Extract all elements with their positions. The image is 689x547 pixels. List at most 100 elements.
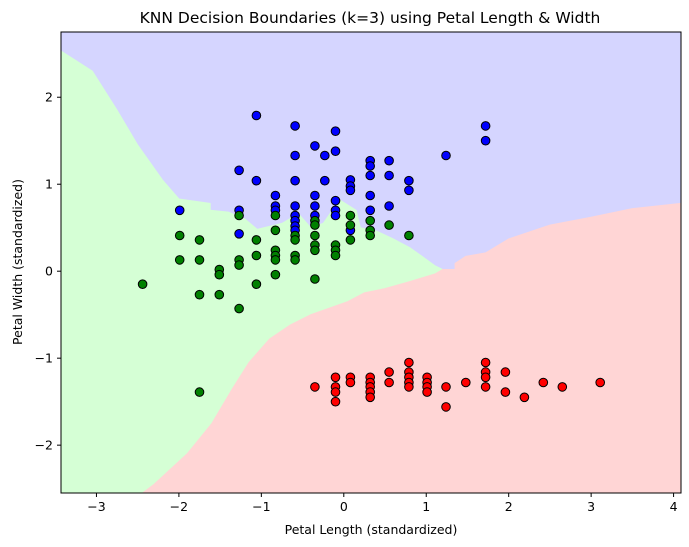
data-point [330, 372, 341, 383]
data-point [422, 387, 432, 397]
data-point [290, 201, 300, 211]
data-point [500, 387, 511, 397]
data-point [384, 170, 394, 181]
data-point [365, 161, 376, 171]
data-point [251, 235, 262, 245]
chart-title: KNN Decision Boundaries (k=3) using Peta… [140, 9, 601, 27]
data-point [270, 255, 281, 265]
data-point [480, 135, 491, 146]
data-point [441, 402, 451, 412]
data-point [290, 150, 300, 161]
data-point [365, 190, 376, 201]
data-point [251, 175, 262, 186]
data-point [330, 146, 341, 156]
data-point [290, 255, 300, 265]
x-tick-label: 3 [587, 499, 595, 514]
y-tick-label: −1 [35, 351, 53, 366]
data-point [519, 392, 530, 403]
data-point [330, 210, 341, 221]
data-point [404, 185, 414, 196]
data-point [404, 382, 414, 392]
data-point [320, 175, 330, 186]
data-point [345, 235, 356, 245]
y-tick-label: 0 [45, 264, 53, 279]
data-point [557, 382, 568, 392]
data-point [345, 377, 356, 388]
data-point [174, 255, 185, 265]
region-red [141, 202, 681, 493]
data-point [234, 165, 244, 176]
data-point [320, 150, 330, 161]
data-point [310, 201, 320, 211]
data-point [384, 377, 394, 388]
data-point [345, 185, 356, 196]
data-point [174, 230, 185, 241]
data-point [404, 175, 414, 186]
data-point [480, 121, 491, 131]
data-point [310, 274, 320, 284]
x-tick-label: 4 [670, 499, 678, 514]
data-point [194, 387, 205, 397]
data-point [330, 250, 341, 261]
data-point [480, 372, 491, 383]
data-point [310, 190, 320, 201]
data-point [290, 175, 300, 186]
data-point [480, 357, 491, 368]
x-tick-label: −1 [252, 499, 270, 514]
data-point [270, 190, 281, 201]
data-point [480, 382, 491, 392]
data-point [365, 230, 376, 241]
data-points [137, 110, 606, 412]
data-point [384, 220, 394, 230]
data-point [404, 230, 414, 241]
data-point [500, 367, 511, 377]
data-point [365, 215, 376, 226]
data-point [194, 235, 205, 245]
data-point [234, 210, 244, 221]
data-point [234, 260, 244, 270]
data-point [214, 289, 225, 300]
plot-frame [60, 31, 682, 494]
y-axis-ticks: −2 −1 0 1 2 [35, 90, 61, 453]
data-point [384, 367, 394, 377]
data-point [234, 303, 244, 314]
x-axis-label: Petal Length (standardized) [285, 522, 458, 537]
x-tick-label: 1 [422, 499, 430, 514]
data-point [310, 245, 320, 256]
data-point [384, 201, 394, 211]
data-point [251, 110, 262, 121]
x-tick-label: −2 [170, 499, 188, 514]
data-point [330, 396, 341, 407]
decision-regions [61, 32, 681, 493]
data-point [251, 279, 262, 290]
data-point [214, 269, 225, 280]
x-axis-ticks: −3 −2 −1 0 1 2 3 4 [87, 493, 678, 514]
data-point [384, 155, 394, 166]
data-point [310, 141, 320, 151]
data-point [365, 170, 376, 181]
data-point [330, 387, 341, 397]
data-point [441, 150, 451, 161]
data-point [174, 205, 185, 216]
data-point [310, 382, 320, 392]
data-point [270, 210, 281, 221]
data-point [461, 377, 471, 388]
x-tick-label: 2 [505, 499, 513, 514]
data-point [345, 210, 356, 221]
y-axis-label: Petal Width (standardized) [10, 179, 25, 345]
data-point [290, 121, 300, 131]
data-point [234, 229, 244, 239]
data-point [365, 392, 376, 403]
data-point [345, 220, 356, 230]
data-point [270, 225, 281, 236]
y-tick-label: −2 [35, 438, 53, 453]
x-tick-label: 0 [340, 499, 348, 514]
data-point [330, 195, 341, 206]
data-point [251, 250, 262, 261]
data-point [595, 377, 606, 388]
x-tick-label: −3 [87, 499, 105, 514]
data-point [404, 357, 414, 368]
data-point [310, 220, 320, 230]
data-point [310, 230, 320, 241]
